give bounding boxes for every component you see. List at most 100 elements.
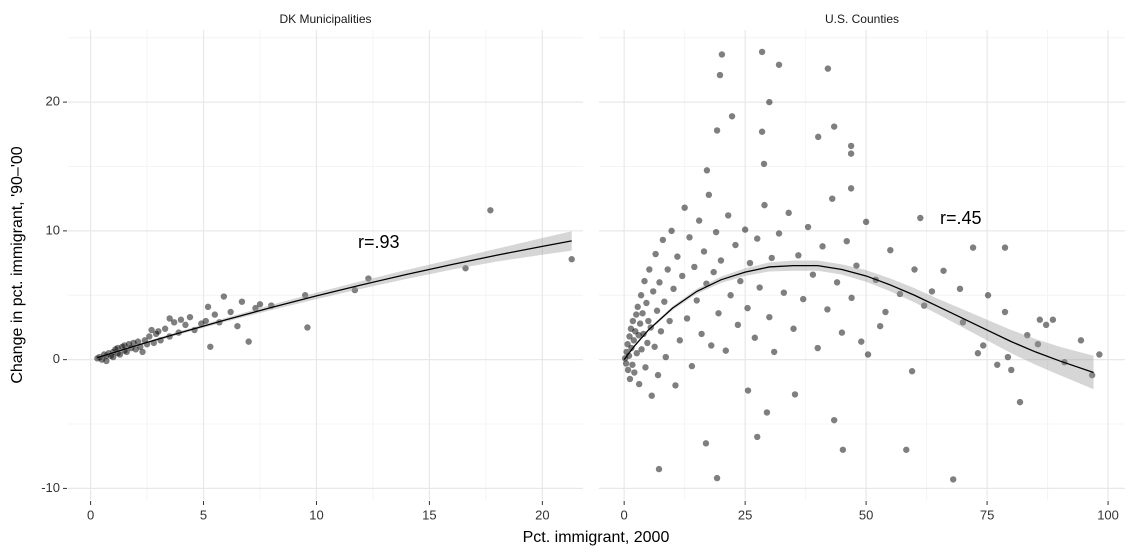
point [365, 275, 372, 282]
point [744, 387, 752, 394]
point [705, 191, 713, 199]
point [624, 366, 632, 374]
point [656, 279, 663, 286]
point [681, 204, 688, 211]
point [815, 133, 822, 141]
point [622, 360, 630, 367]
point [814, 344, 821, 352]
point [791, 391, 799, 398]
point [644, 339, 651, 347]
x-tick-label: 10 [309, 507, 323, 522]
x-tick-label: 75 [980, 507, 994, 522]
point [182, 321, 189, 329]
point [679, 272, 686, 280]
point [920, 302, 928, 309]
point [847, 142, 855, 150]
point [809, 271, 817, 278]
point [847, 185, 855, 192]
point [109, 353, 117, 361]
point [1001, 308, 1009, 316]
point [847, 150, 855, 157]
point [657, 328, 665, 335]
point [862, 218, 870, 226]
point [713, 474, 721, 482]
point [674, 253, 681, 260]
point [754, 235, 761, 242]
point [204, 303, 212, 311]
point [633, 350, 640, 357]
point [830, 416, 838, 424]
point [715, 310, 722, 317]
point [728, 113, 736, 120]
point [974, 350, 982, 357]
x-tick-label: 20 [535, 507, 549, 522]
point [725, 212, 732, 219]
point [626, 333, 633, 340]
point [908, 368, 916, 375]
point [252, 304, 259, 312]
point [256, 301, 264, 308]
point [766, 313, 773, 321]
point [780, 289, 788, 296]
point [1088, 371, 1096, 379]
x-tick-label: 15 [422, 507, 436, 522]
point [819, 243, 826, 250]
point [1024, 331, 1031, 339]
point [146, 333, 153, 340]
point [770, 348, 778, 356]
point [1036, 316, 1044, 323]
y-tick-label: 10 [46, 222, 60, 237]
point [754, 433, 761, 441]
point [638, 346, 645, 353]
point [830, 123, 838, 130]
point [864, 351, 872, 358]
point [686, 234, 693, 241]
point [177, 316, 185, 323]
point [661, 298, 668, 305]
point [659, 236, 667, 244]
point [668, 227, 675, 235]
point [207, 343, 214, 350]
point [116, 351, 124, 358]
annotation: r=.45 [940, 208, 982, 228]
point [649, 288, 657, 295]
point [722, 347, 729, 354]
point [703, 280, 710, 287]
point [882, 308, 889, 316]
point [708, 342, 715, 349]
point [761, 201, 768, 209]
point [766, 98, 773, 106]
point [227, 308, 234, 316]
point [351, 286, 359, 294]
point [980, 342, 987, 349]
strip-title: U.S. Counties [825, 12, 899, 26]
point [839, 446, 847, 453]
point [775, 61, 783, 68]
point [785, 209, 792, 217]
confidence-band [624, 260, 1094, 390]
point [629, 317, 637, 325]
point [648, 392, 655, 399]
point [718, 51, 726, 58]
point [903, 446, 910, 453]
point [940, 267, 947, 274]
x-tick-label: 25 [738, 507, 752, 522]
point [487, 207, 494, 214]
point [651, 343, 658, 350]
panel: DK Municipalities 0 5 10 15 20 -10 0 10 20 r=.93 [41, 12, 583, 522]
confidence-band [97, 231, 572, 360]
point [672, 382, 679, 389]
point [959, 319, 967, 326]
point [843, 237, 850, 245]
point [710, 268, 717, 276]
point [155, 328, 162, 335]
fit-line [623, 264, 1094, 374]
point [917, 214, 924, 222]
point [1004, 353, 1012, 361]
point [645, 317, 652, 325]
point [795, 252, 802, 259]
point [625, 352, 633, 359]
point [633, 311, 640, 318]
point [629, 361, 636, 368]
point [804, 223, 812, 231]
